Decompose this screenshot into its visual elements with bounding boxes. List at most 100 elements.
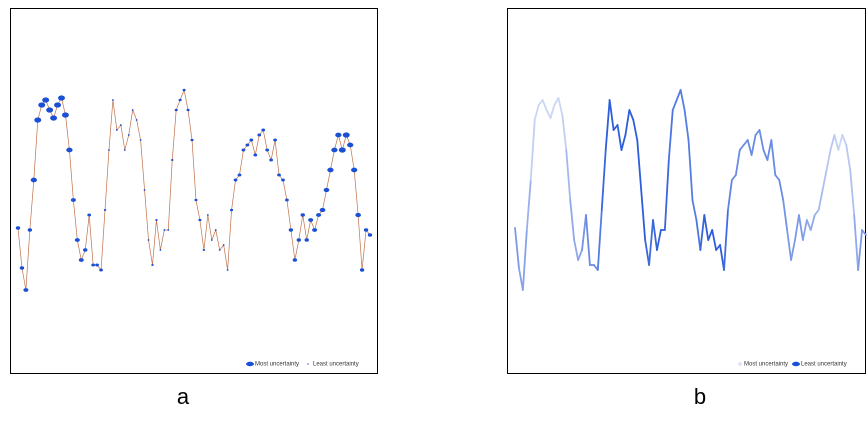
uncertainty-dot (288, 228, 294, 232)
series-segment (821, 169, 828, 191)
series-segment (825, 149, 832, 171)
uncertainty-dot (143, 189, 146, 191)
series-segment (861, 229, 867, 236)
uncertainty-dot (147, 239, 150, 241)
uncertainty-dot (74, 238, 80, 242)
uncertainty-dot (155, 218, 158, 222)
series-segment (707, 229, 714, 241)
series-segment (837, 134, 844, 151)
series-segment (569, 199, 576, 241)
uncertainty-dot (19, 266, 25, 270)
uncertainty-dot (327, 167, 334, 173)
series-segment (581, 214, 587, 251)
uncertainty-dot (23, 288, 29, 292)
series-segment (656, 229, 662, 251)
series-segment (782, 199, 789, 231)
uncertainty-dot (99, 268, 103, 272)
series-segment (805, 219, 812, 231)
series-segment (801, 219, 808, 241)
series-segment (853, 214, 860, 271)
uncertainty-dot (30, 177, 37, 183)
series-segment (691, 199, 698, 221)
series-segment (533, 104, 540, 121)
uncertainty-dot (363, 228, 369, 232)
uncertainty-dot (265, 148, 270, 152)
uncertainty-dot (58, 95, 65, 101)
uncertainty-dot (38, 102, 46, 108)
series-segment (809, 214, 816, 231)
uncertainty-dot (233, 178, 238, 182)
uncertainty-dot (87, 213, 92, 217)
uncertainty-dot (222, 244, 225, 246)
series-segment (608, 99, 615, 131)
series-segment (695, 219, 702, 251)
series-segment (628, 109, 635, 121)
series-segment (766, 139, 773, 161)
series-segment (648, 219, 654, 266)
legend-swatch (738, 362, 742, 366)
uncertainty-dot (70, 198, 76, 202)
uncertainty-dot (27, 228, 33, 232)
panel-frame (507, 8, 866, 374)
uncertainty-dot (15, 226, 21, 230)
uncertainty-dot (253, 153, 258, 157)
uncertainty-dot (171, 158, 174, 162)
series-segment (644, 239, 650, 266)
uncertainty-dot (249, 138, 254, 142)
series-segment (624, 109, 631, 136)
series-segment (794, 214, 800, 241)
series-segment (671, 99, 678, 111)
series-segment (557, 97, 564, 116)
uncertainty-dot (335, 132, 342, 138)
series-segment (746, 139, 753, 156)
series-segment (585, 214, 591, 266)
legend-swatch (792, 361, 800, 367)
series-segment (525, 179, 532, 231)
uncertainty-dot (226, 269, 229, 271)
uncertainty-dot (237, 173, 242, 177)
uncertainty-dot (206, 214, 209, 216)
series-segment (553, 97, 560, 106)
uncertainty-dot (300, 213, 305, 217)
uncertainty-dot (342, 132, 350, 138)
series-segment (798, 214, 804, 241)
series-segment (723, 209, 729, 271)
series-segment (770, 139, 777, 176)
series-segment (813, 209, 820, 216)
series-segment (620, 134, 627, 151)
series-segment (663, 159, 670, 231)
uncertainty-dot (194, 198, 198, 202)
uncertainty-dot (214, 229, 217, 231)
uncertainty-dot (34, 117, 42, 123)
uncertainty-dot (182, 88, 186, 92)
uncertainty-dot (210, 239, 213, 241)
series-segment (679, 89, 686, 111)
uncertainty-dot (319, 207, 326, 213)
uncertainty-dot (190, 138, 194, 142)
uncertainty-dot (112, 99, 114, 101)
series-segment (727, 179, 733, 211)
uncertainty-dot (277, 173, 281, 177)
series-segment (731, 174, 737, 181)
series-segment (632, 119, 639, 141)
series-segment (573, 239, 580, 261)
series-segment (687, 139, 694, 201)
uncertainty-dot (167, 229, 170, 231)
series-segment (711, 229, 718, 251)
uncertainty-dot (331, 147, 338, 153)
uncertainty-dot (285, 198, 289, 202)
series-segment (667, 109, 674, 161)
uncertainty-dot (119, 124, 122, 126)
uncertainty-dot (151, 263, 154, 267)
panel-caption: b (694, 384, 706, 409)
series-segment (600, 149, 607, 211)
series-segment (561, 114, 568, 151)
series-segment (616, 124, 623, 151)
uncertainty-dot (367, 233, 373, 237)
uncertainty-dot (139, 139, 142, 141)
legend-label: Most uncertainty (744, 362, 788, 368)
uncertainty-dot (202, 248, 206, 252)
uncertainty-dot (42, 97, 50, 103)
series-segment (750, 134, 757, 156)
panel-caption: a (177, 384, 190, 409)
